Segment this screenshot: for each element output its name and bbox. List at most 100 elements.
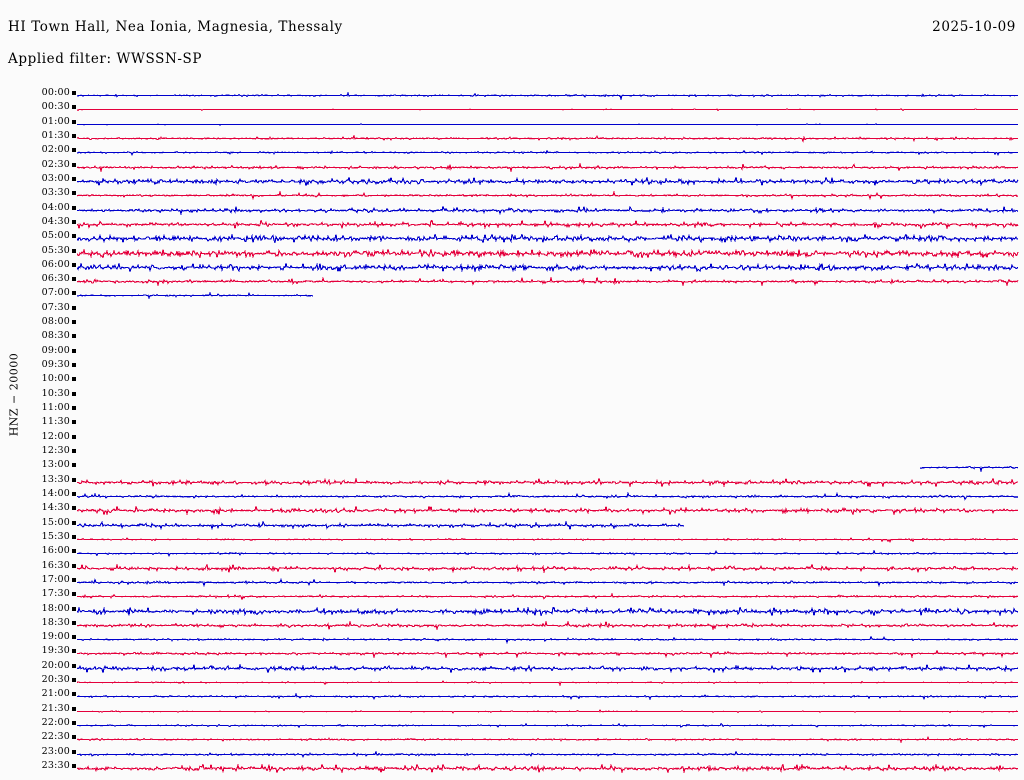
helicorder-row: 12:30 [0, 446, 1024, 460]
helicorder-row: 22:00 [0, 718, 1024, 732]
helicorder-row: 14:00 [0, 487, 1024, 503]
seismic-trace [77, 205, 1019, 215]
seismic-trace [77, 577, 1019, 587]
seismic-trace [77, 234, 1019, 244]
axis-tick-mark [72, 91, 76, 95]
time-tick-label: 23:30 [41, 760, 70, 772]
helicorder-row: 02:00 [0, 145, 1024, 159]
axis-tick-mark [72, 463, 76, 468]
axis-tick-mark [72, 148, 76, 153]
seismic-trace [77, 606, 1019, 616]
seismic-trace [77, 620, 1019, 630]
time-tick-label: 10:00 [41, 373, 70, 385]
time-tick-label: 06:00 [41, 258, 70, 270]
time-tick-label: 14:00 [41, 487, 70, 499]
axis-tick-mark [72, 162, 76, 167]
axis-tick-mark [72, 105, 76, 110]
helicorder-row: 20:00 [0, 660, 1024, 675]
page-title: HI Town Hall, Nea Ionia, Magnesia, Thess… [8, 19, 343, 35]
axis-tick-mark [72, 219, 76, 224]
time-tick-label: 15:00 [41, 516, 70, 528]
axis-tick-mark [72, 320, 76, 325]
axis-tick-mark [72, 234, 76, 239]
axis-tick-mark [72, 291, 76, 296]
axis-tick-mark [72, 635, 76, 640]
axis-tick-mark [72, 420, 76, 425]
helicorder-row: 23:00 [0, 746, 1024, 761]
date-label: 2025-10-09 [932, 19, 1016, 35]
seismic-trace [77, 535, 1019, 544]
axis-tick-mark [72, 649, 76, 654]
time-tick-label: 07:00 [41, 287, 70, 299]
seismic-trace [77, 721, 1019, 730]
time-tick-label: 21:30 [41, 702, 70, 714]
seismic-trace [77, 219, 1019, 229]
time-tick-label: 17:30 [41, 588, 70, 600]
axis-tick-mark [72, 563, 76, 568]
axis-tick-mark [72, 133, 76, 138]
axis-tick-mark [72, 491, 76, 496]
seismic-trace [77, 91, 1019, 100]
helicorder-row: 11:00 [0, 403, 1024, 417]
helicorder-row: 17:00 [0, 574, 1024, 589]
seismic-trace [77, 692, 1019, 701]
axis-tick-mark [72, 520, 76, 525]
time-tick-label: 16:00 [41, 545, 70, 557]
time-tick-label: 00:30 [41, 101, 70, 113]
helicorder-row: 21:00 [0, 689, 1024, 703]
axis-tick-mark [72, 663, 76, 668]
helicorder-row: 19:00 [0, 632, 1024, 646]
axis-tick-mark [72, 449, 76, 453]
helicorder-row: 02:30 [0, 158, 1024, 174]
axis-tick-mark [72, 119, 76, 124]
time-tick-label: 03:00 [41, 172, 70, 184]
axis-tick-mark [72, 549, 76, 554]
seismic-trace [77, 176, 1019, 186]
seismic-trace [77, 162, 1019, 172]
helicorder-row: 06:00 [0, 258, 1024, 274]
time-tick-label: 12:00 [41, 430, 70, 442]
helicorder-row: 04:00 [0, 202, 1024, 217]
time-tick-label: 22:30 [41, 731, 70, 743]
time-tick-label: 18:30 [41, 616, 70, 628]
axis-tick-mark [72, 764, 76, 769]
seismic-trace [77, 707, 1019, 716]
helicorder-row: 03:00 [0, 172, 1024, 188]
axis-tick-mark [72, 721, 76, 726]
time-tick-label: 03:30 [41, 187, 70, 199]
axis-tick-mark [72, 620, 76, 625]
helicorder-row: 13:30 [0, 474, 1024, 489]
helicorder-row: 05:00 [0, 231, 1024, 245]
time-tick-label: 20:30 [41, 674, 70, 686]
time-tick-label: 02:30 [41, 158, 70, 170]
time-tick-label: 02:00 [41, 144, 70, 156]
seismic-trace [77, 635, 1019, 645]
helicorder-row: 00:30 [0, 102, 1024, 116]
time-tick-label: 22:00 [41, 717, 70, 729]
time-tick-label: 09:30 [41, 359, 70, 371]
helicorder-row: 16:00 [0, 546, 1024, 560]
helicorder-row: 11:30 [0, 417, 1024, 431]
helicorder-plot: 00:00 00:30 01:00 01:30 02:00 02:30 03:00 03:30… [0, 78, 1024, 780]
helicorder-row: 03:30 [0, 188, 1024, 202]
helicorder-row: 04:30 [0, 216, 1024, 231]
seismic-trace [77, 248, 1019, 258]
axis-tick-mark [72, 577, 76, 582]
header: HI Town Hall, Nea Ionia, Magnesia, Thess… [0, 0, 1024, 78]
time-tick-label: 06:30 [41, 273, 70, 285]
helicorder-row: 15:30 [0, 531, 1024, 546]
helicorder-row: 00:00 [0, 88, 1024, 102]
seismic-trace [77, 491, 1019, 501]
seismic-trace [77, 277, 1019, 287]
axis-tick-mark [72, 706, 76, 711]
helicorder-row: 20:30 [0, 675, 1024, 689]
axis-tick-mark [72, 305, 76, 310]
helicorder-row: 16:30 [0, 560, 1024, 575]
time-tick-label: 07:30 [41, 301, 70, 313]
helicorder-row: 10:30 [0, 388, 1024, 403]
seismic-trace [77, 592, 1019, 602]
helicorder-row: 01:00 [0, 116, 1024, 131]
time-tick-label: 12:30 [41, 445, 70, 456]
axis-tick-mark [72, 592, 76, 597]
